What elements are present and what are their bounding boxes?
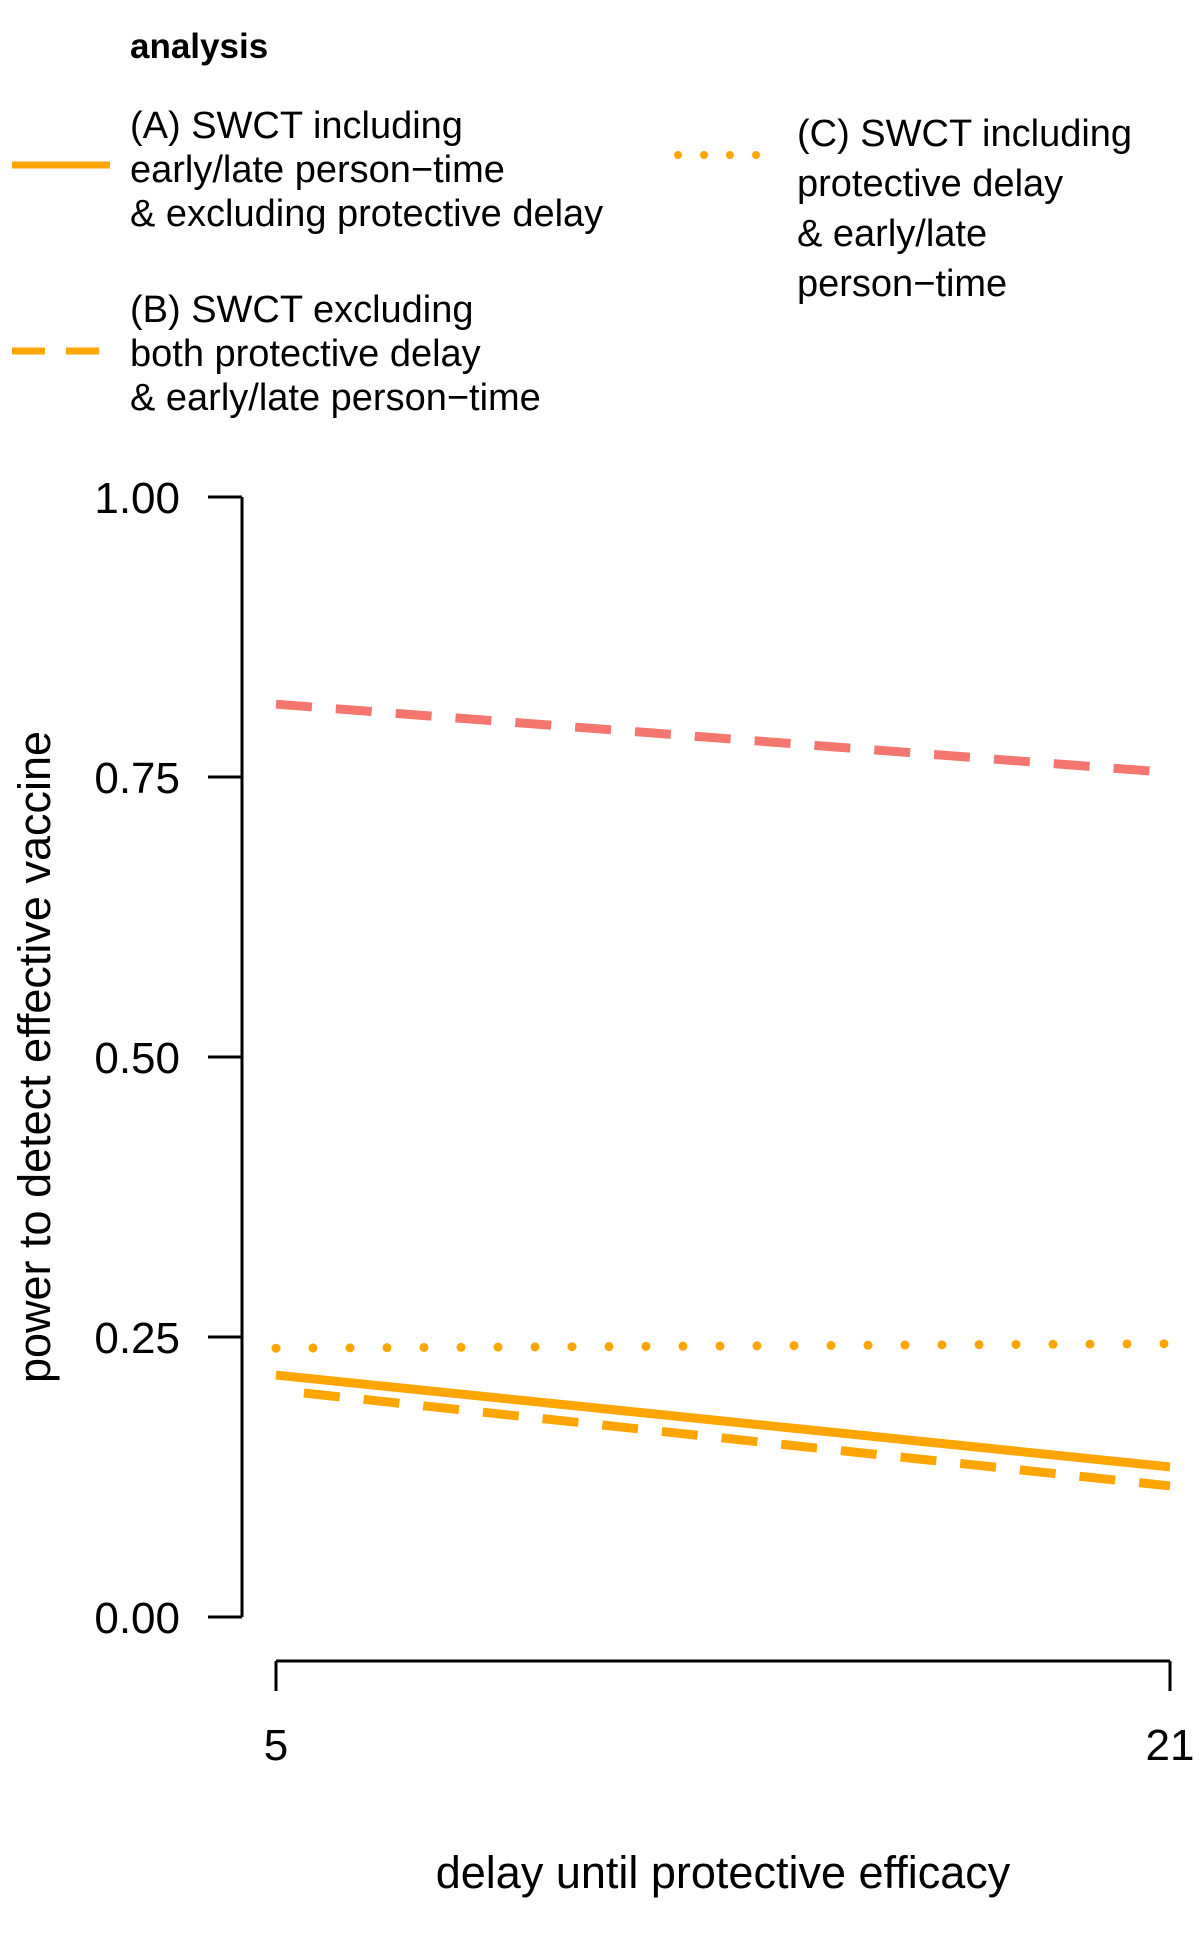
legend-label-c-line4: person−time: [797, 263, 1007, 305]
legend-label-a-line3: & excluding protective delay: [130, 193, 603, 235]
x-axis-title: delay until protective efficacy: [436, 1847, 1011, 1898]
legend-label-b-line1: (B) SWCT excluding: [130, 289, 474, 331]
series-line-b-dashed: [303, 1388, 1171, 1491]
legend-label-c-line1: (C) SWCT including: [797, 113, 1132, 155]
legend-label-b-line3: & early/late person−time: [130, 377, 541, 419]
plot-series: [271, 699, 1175, 1491]
legend-entry-a: (A) SWCT including early/late person−tim…: [12, 105, 603, 235]
legend-label-b-line2: both protective delay: [130, 333, 481, 375]
legend-title: analysis: [130, 27, 268, 66]
y-tick-label: 0.00: [94, 1594, 180, 1643]
legend-label-a-line1: (A) SWCT including: [130, 105, 463, 147]
y-tick-label: 0.75: [94, 754, 180, 803]
legend: analysis (A) SWCT including early/late p…: [12, 27, 1132, 419]
legend-label-c-line2: protective delay: [797, 163, 1063, 205]
x-axis: 5 21 delay until protective efficacy: [264, 1659, 1195, 1898]
y-axis-title: power to detect effective vaccine: [9, 731, 60, 1383]
y-axis: 0.00 0.25 0.50 0.75 1.00 power to detect eff…: [9, 474, 244, 1643]
legend-label-c-line3: & early/late: [797, 213, 987, 255]
series-line-a-solid: [275, 1370, 1171, 1472]
x-tick-label: 21: [1146, 1721, 1195, 1770]
y-tick-label: 0.50: [94, 1034, 180, 1083]
x-tick-label: 5: [264, 1721, 288, 1770]
y-tick-label: 0.25: [94, 1314, 180, 1363]
y-tick-label: 1.00: [94, 474, 180, 523]
y-ticks: 0.00 0.25 0.50 0.75 1.00: [94, 474, 242, 1643]
legend-entry-b: (B) SWCT excluding both protective delay…: [12, 289, 541, 419]
series-line-b-dashed: [275, 699, 1171, 778]
legend-label-a-line2: early/late person−time: [130, 149, 505, 191]
legend-entry-c: (C) SWCT including protective delay & ea…: [674, 113, 1132, 305]
x-ticks: 5 21: [264, 1661, 1195, 1770]
series-line-c-dotted: [271, 1339, 1175, 1353]
